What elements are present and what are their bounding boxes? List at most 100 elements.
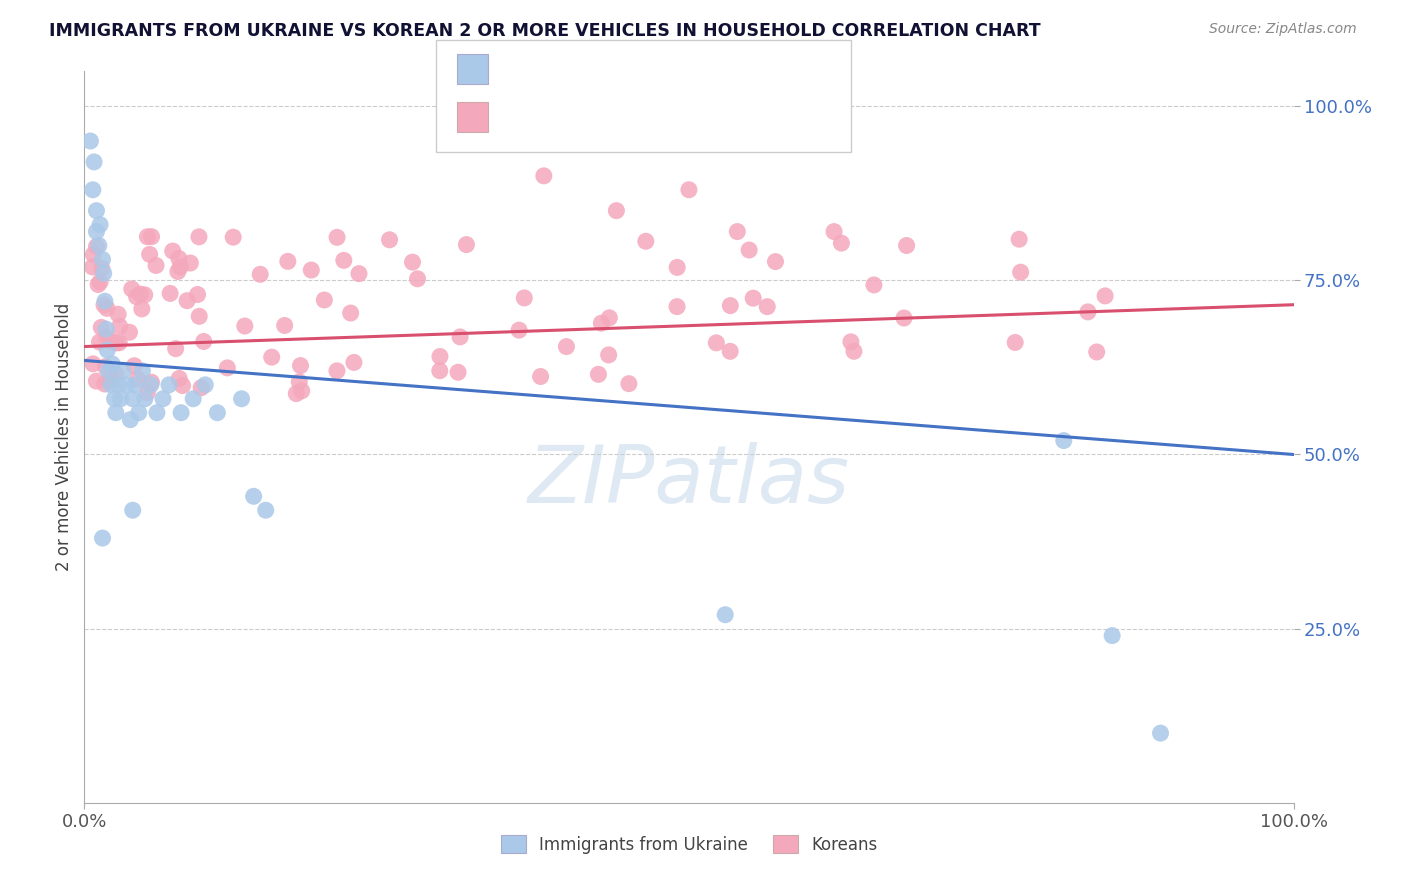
Point — [194, 377, 217, 392]
Point — [591, 316, 613, 330]
Point — [167, 264, 190, 278]
Point — [86, 239, 108, 253]
Point — [169, 260, 191, 274]
Point — [181, 392, 204, 406]
Point — [598, 310, 620, 325]
Point — [704, 335, 727, 350]
Legend: Immigrants from Ukraine, Koreans: Immigrants from Ukraine, Koreans — [494, 829, 884, 860]
Point — [285, 386, 308, 401]
Point — [124, 377, 146, 392]
Point — [179, 256, 201, 270]
Point — [401, 255, 423, 269]
Point — [823, 225, 845, 239]
Point — [598, 348, 620, 362]
Point — [141, 229, 163, 244]
Point — [138, 247, 160, 261]
Point — [83, 155, 105, 169]
Point — [830, 236, 852, 251]
Point — [188, 310, 211, 324]
Point — [249, 268, 271, 282]
Point — [347, 267, 370, 281]
Point — [896, 238, 918, 252]
Point — [217, 360, 239, 375]
Point — [98, 373, 121, 387]
Point — [91, 531, 114, 545]
Text: ZIPatlas: ZIPatlas — [527, 442, 851, 520]
Point — [842, 344, 865, 359]
Point — [159, 286, 181, 301]
Point — [82, 260, 104, 274]
Point — [139, 377, 162, 392]
Point — [233, 318, 256, 333]
Point — [167, 252, 190, 266]
Point — [222, 230, 245, 244]
Point — [718, 344, 741, 359]
Point — [231, 392, 253, 406]
Point — [120, 412, 142, 426]
Point — [91, 252, 114, 267]
Point — [136, 385, 159, 400]
Point — [108, 319, 131, 334]
Point — [1053, 434, 1076, 448]
Point — [666, 300, 689, 314]
Point — [533, 169, 555, 183]
Point — [105, 335, 128, 350]
Point — [718, 299, 741, 313]
Point — [134, 288, 156, 302]
Point — [343, 355, 366, 369]
Point — [1101, 629, 1123, 643]
Point — [89, 275, 111, 289]
Point — [634, 234, 657, 248]
Point — [121, 503, 143, 517]
Point — [187, 287, 209, 301]
Point — [326, 364, 349, 378]
Point — [121, 392, 143, 406]
Point — [136, 229, 159, 244]
Point — [254, 503, 277, 517]
Point — [152, 392, 174, 406]
Point — [96, 343, 118, 357]
Point — [765, 254, 787, 268]
Point — [167, 371, 190, 385]
Point — [863, 277, 886, 292]
Point — [118, 325, 141, 339]
Point — [666, 260, 689, 275]
Point — [82, 183, 104, 197]
Point — [1010, 265, 1032, 279]
Text: -0.067: -0.067 — [546, 61, 609, 79]
Point — [141, 375, 163, 389]
Point — [190, 381, 212, 395]
Point — [605, 203, 627, 218]
Point — [588, 368, 610, 382]
Point — [187, 230, 209, 244]
Point — [134, 392, 156, 406]
Point — [146, 406, 169, 420]
Point — [131, 301, 153, 316]
Point — [162, 244, 184, 258]
Point — [290, 359, 312, 373]
Point — [108, 335, 131, 350]
Text: N =: N = — [637, 109, 681, 128]
Point — [89, 218, 111, 232]
Point — [1077, 305, 1099, 319]
Point — [90, 320, 112, 334]
Point — [115, 377, 138, 392]
Point — [513, 291, 536, 305]
Text: 0.102: 0.102 — [546, 109, 600, 128]
Point — [678, 183, 700, 197]
Y-axis label: 2 or more Vehicles in Household: 2 or more Vehicles in Household — [55, 303, 73, 571]
Point — [82, 247, 104, 261]
Text: R =: R = — [499, 61, 541, 79]
Point — [107, 307, 129, 321]
Point — [107, 377, 129, 392]
Point — [145, 259, 167, 273]
Point — [176, 293, 198, 308]
Point — [157, 377, 180, 392]
Point — [129, 287, 152, 301]
Point — [94, 294, 117, 309]
Point — [172, 378, 194, 392]
Point — [406, 272, 429, 286]
Point — [1149, 726, 1171, 740]
Point — [288, 375, 311, 389]
Point — [714, 607, 737, 622]
